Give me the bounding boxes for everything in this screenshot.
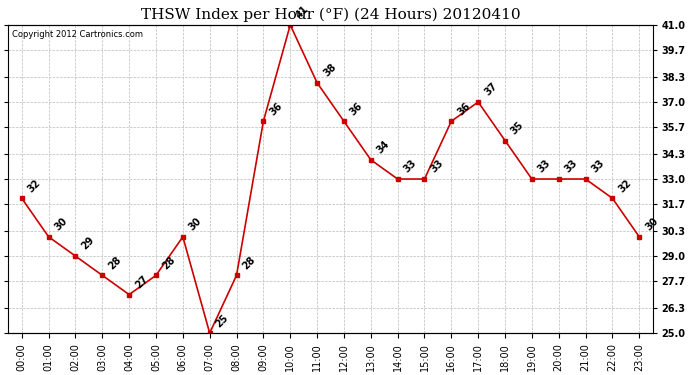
Text: 36: 36 xyxy=(268,100,284,117)
Text: 30: 30 xyxy=(643,216,660,232)
Text: 33: 33 xyxy=(590,158,607,175)
Text: 30: 30 xyxy=(52,216,70,232)
Text: 33: 33 xyxy=(563,158,580,175)
Text: 36: 36 xyxy=(455,100,472,117)
Text: 33: 33 xyxy=(536,158,553,175)
Text: 30: 30 xyxy=(187,216,204,232)
Text: 41: 41 xyxy=(295,4,311,21)
Text: 37: 37 xyxy=(482,81,499,98)
Title: THSW Index per Hour (°F) (24 Hours) 20120410: THSW Index per Hour (°F) (24 Hours) 2012… xyxy=(141,8,520,22)
Text: 28: 28 xyxy=(241,255,257,271)
Text: 29: 29 xyxy=(79,235,96,252)
Text: 35: 35 xyxy=(509,120,526,136)
Text: 38: 38 xyxy=(322,62,338,79)
Text: 28: 28 xyxy=(160,255,177,271)
Text: 36: 36 xyxy=(348,100,365,117)
Text: 34: 34 xyxy=(375,139,391,156)
Text: Copyright 2012 Cartronics.com: Copyright 2012 Cartronics.com xyxy=(12,30,143,39)
Text: 28: 28 xyxy=(106,255,124,271)
Text: 32: 32 xyxy=(617,177,633,194)
Text: 25: 25 xyxy=(214,312,230,329)
Text: 33: 33 xyxy=(428,158,445,175)
Text: 33: 33 xyxy=(402,158,418,175)
Text: 27: 27 xyxy=(133,274,150,290)
Text: 32: 32 xyxy=(26,177,43,194)
